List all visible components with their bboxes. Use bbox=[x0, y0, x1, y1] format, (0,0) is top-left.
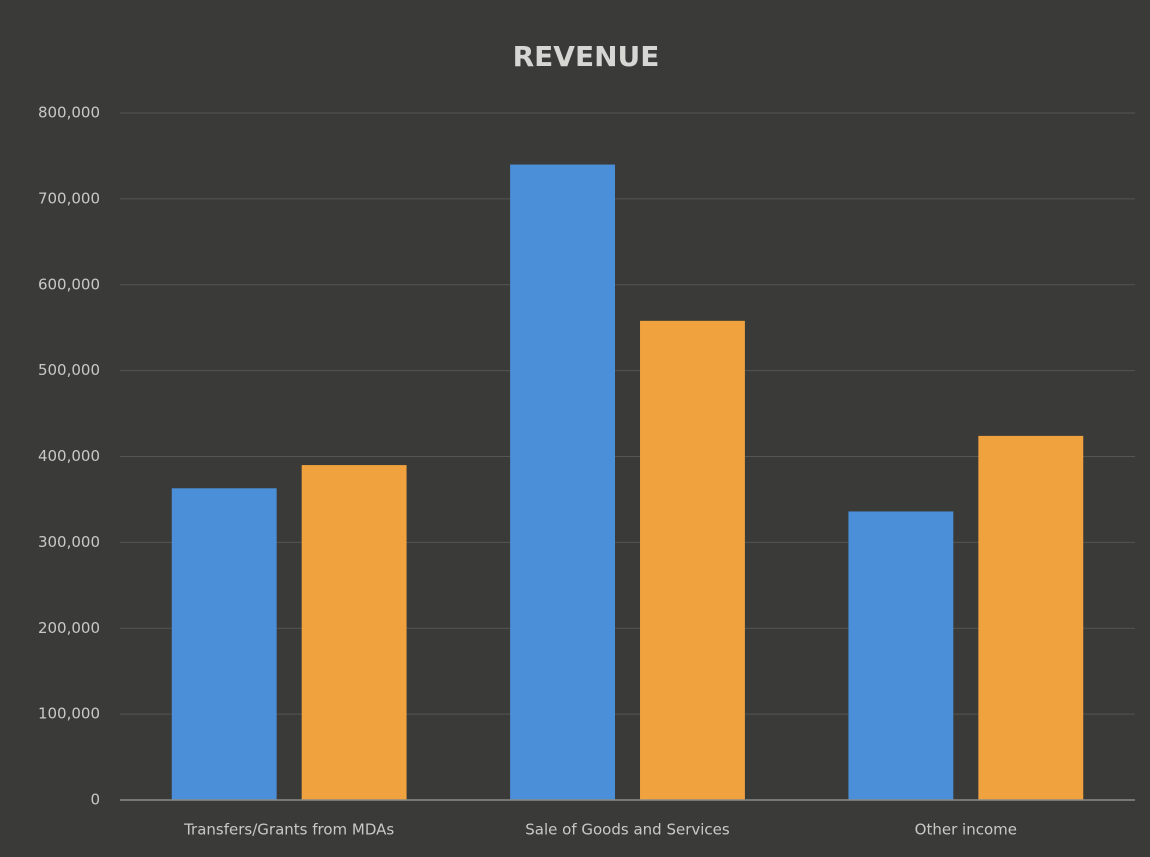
y-tick-label: 800,000 bbox=[38, 104, 100, 122]
bar bbox=[848, 511, 954, 800]
y-tick-label: 600,000 bbox=[38, 275, 100, 293]
x-tick-label: Transfers/Grants from MDAs bbox=[183, 821, 394, 839]
chart-title: REVENUE bbox=[513, 40, 660, 73]
y-tick-label: 300,000 bbox=[38, 533, 100, 551]
y-tick-label: 400,000 bbox=[38, 447, 100, 465]
bar bbox=[640, 320, 745, 800]
y-tick-label: 0 bbox=[90, 791, 100, 809]
y-tick-label: 200,000 bbox=[38, 619, 100, 637]
bar bbox=[171, 488, 277, 800]
y-tick-label: 700,000 bbox=[38, 189, 100, 207]
y-tick-label: 500,000 bbox=[38, 361, 100, 379]
bar bbox=[510, 164, 615, 800]
bar bbox=[301, 465, 407, 800]
y-tick-label: 100,000 bbox=[38, 705, 100, 723]
bar bbox=[978, 435, 1084, 800]
x-tick-label: Other income bbox=[915, 821, 1017, 839]
x-tick-label: Sale of Goods and Services bbox=[525, 821, 730, 839]
